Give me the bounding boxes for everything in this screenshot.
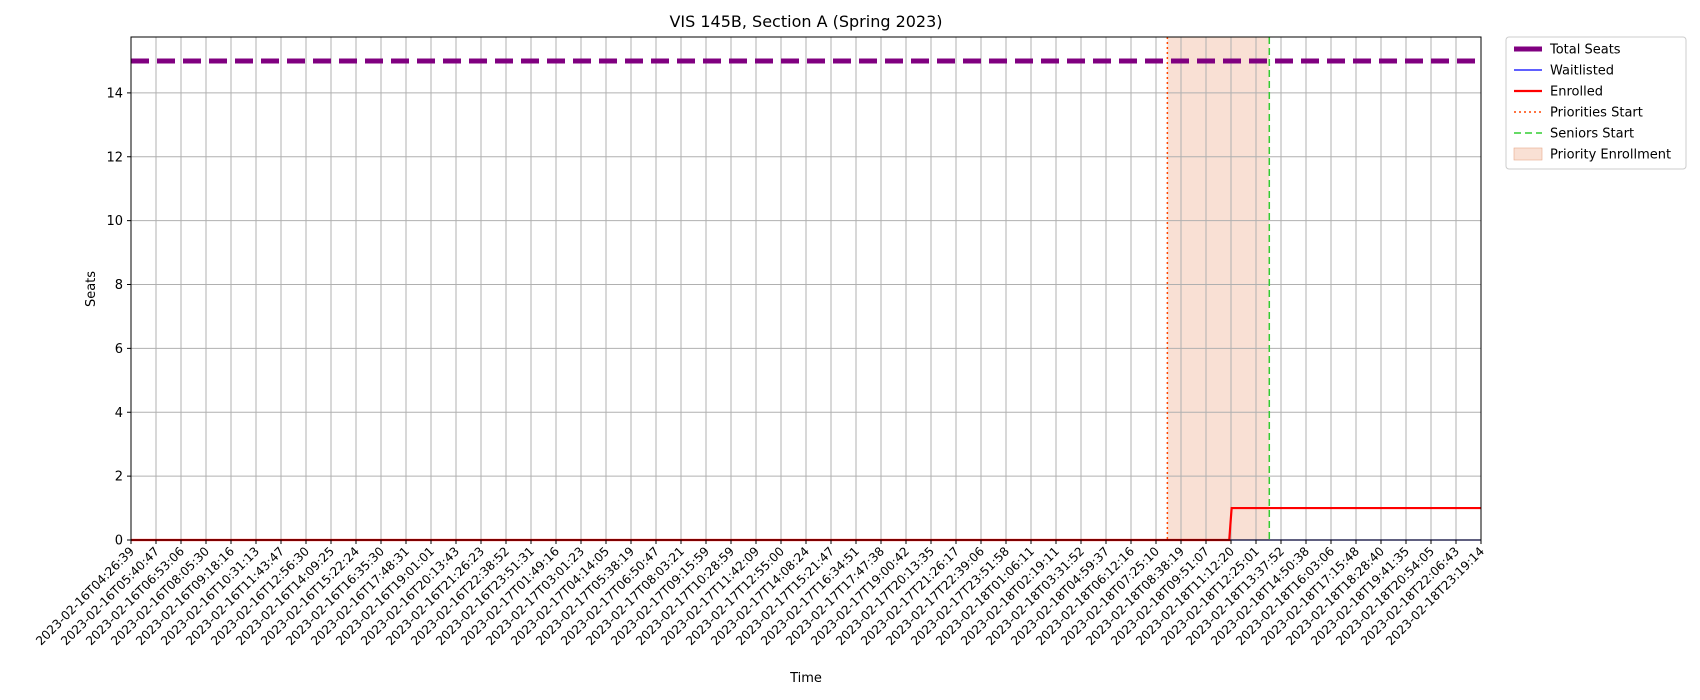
legend: Total Seats Waitlisted Enrolled Priorities … xyxy=(1505,36,1687,170)
legend-label-waitlisted: Waitlisted xyxy=(1550,64,1614,79)
legend-box xyxy=(1505,36,1687,170)
shaded-region-priority-enrollment xyxy=(1167,37,1270,540)
legend-label-priority-enrollment: Priority Enrollment xyxy=(1550,148,1671,163)
y-tick-label: 6 xyxy=(115,342,123,357)
y-tick-label: 2 xyxy=(115,470,123,485)
shade-layer xyxy=(1167,37,1270,540)
chart-title: VIS 145B, Section A (Spring 2023) xyxy=(669,12,942,31)
y-tick-label: 8 xyxy=(115,278,123,293)
y-tick-label: 10 xyxy=(106,214,123,229)
y-tick-label: 14 xyxy=(106,86,123,101)
legend-label-priorities-start: Priorities Start xyxy=(1550,106,1643,121)
axis-layer: 024681012142023-02-16T04:26:392023-02-16… xyxy=(33,86,1487,648)
y-axis-label: Seats xyxy=(84,271,99,307)
y-tick-label: 12 xyxy=(106,150,123,165)
legend-swatch-priority-enrollment xyxy=(1513,147,1543,161)
x-axis-label: Time xyxy=(789,671,822,686)
legend-label-enrolled: Enrolled xyxy=(1550,85,1603,100)
legend-label-seniors-start: Seniors Start xyxy=(1550,127,1634,142)
y-tick-label: 4 xyxy=(115,406,123,421)
grid-layer xyxy=(130,37,1482,541)
y-tick-label: 0 xyxy=(115,534,123,549)
legend-label-total-seats: Total Seats xyxy=(1549,43,1621,58)
